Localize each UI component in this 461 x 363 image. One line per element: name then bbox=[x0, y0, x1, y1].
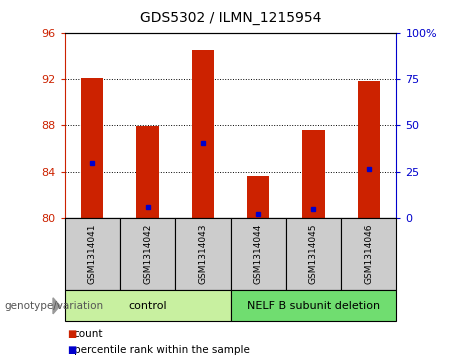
Text: count: count bbox=[74, 329, 103, 339]
Bar bbox=[358, 81, 380, 218]
Text: GSM1314045: GSM1314045 bbox=[309, 224, 318, 284]
Bar bbox=[175, 218, 230, 290]
Text: GSM1314046: GSM1314046 bbox=[364, 224, 373, 284]
Text: percentile rank within the sample: percentile rank within the sample bbox=[74, 345, 250, 355]
Bar bbox=[120, 218, 175, 290]
Bar bbox=[65, 218, 120, 290]
Bar bbox=[136, 126, 159, 218]
Bar bbox=[65, 290, 230, 321]
Text: GSM1314044: GSM1314044 bbox=[254, 224, 263, 284]
Text: ■: ■ bbox=[67, 329, 76, 339]
Bar bbox=[192, 50, 214, 218]
Text: ■: ■ bbox=[67, 345, 76, 355]
Text: NELF B subunit deletion: NELF B subunit deletion bbox=[247, 301, 380, 311]
Bar bbox=[81, 78, 103, 218]
Bar bbox=[230, 218, 286, 290]
Text: GSM1314042: GSM1314042 bbox=[143, 224, 152, 284]
Bar bbox=[286, 218, 341, 290]
Bar bbox=[230, 290, 396, 321]
Bar bbox=[302, 130, 325, 218]
Text: genotype/variation: genotype/variation bbox=[5, 301, 104, 311]
Text: GDS5302 / ILMN_1215954: GDS5302 / ILMN_1215954 bbox=[140, 11, 321, 25]
Text: control: control bbox=[128, 301, 167, 311]
Bar bbox=[341, 218, 396, 290]
Bar bbox=[247, 176, 269, 218]
Text: GSM1314041: GSM1314041 bbox=[88, 224, 97, 284]
Text: GSM1314043: GSM1314043 bbox=[198, 224, 207, 284]
